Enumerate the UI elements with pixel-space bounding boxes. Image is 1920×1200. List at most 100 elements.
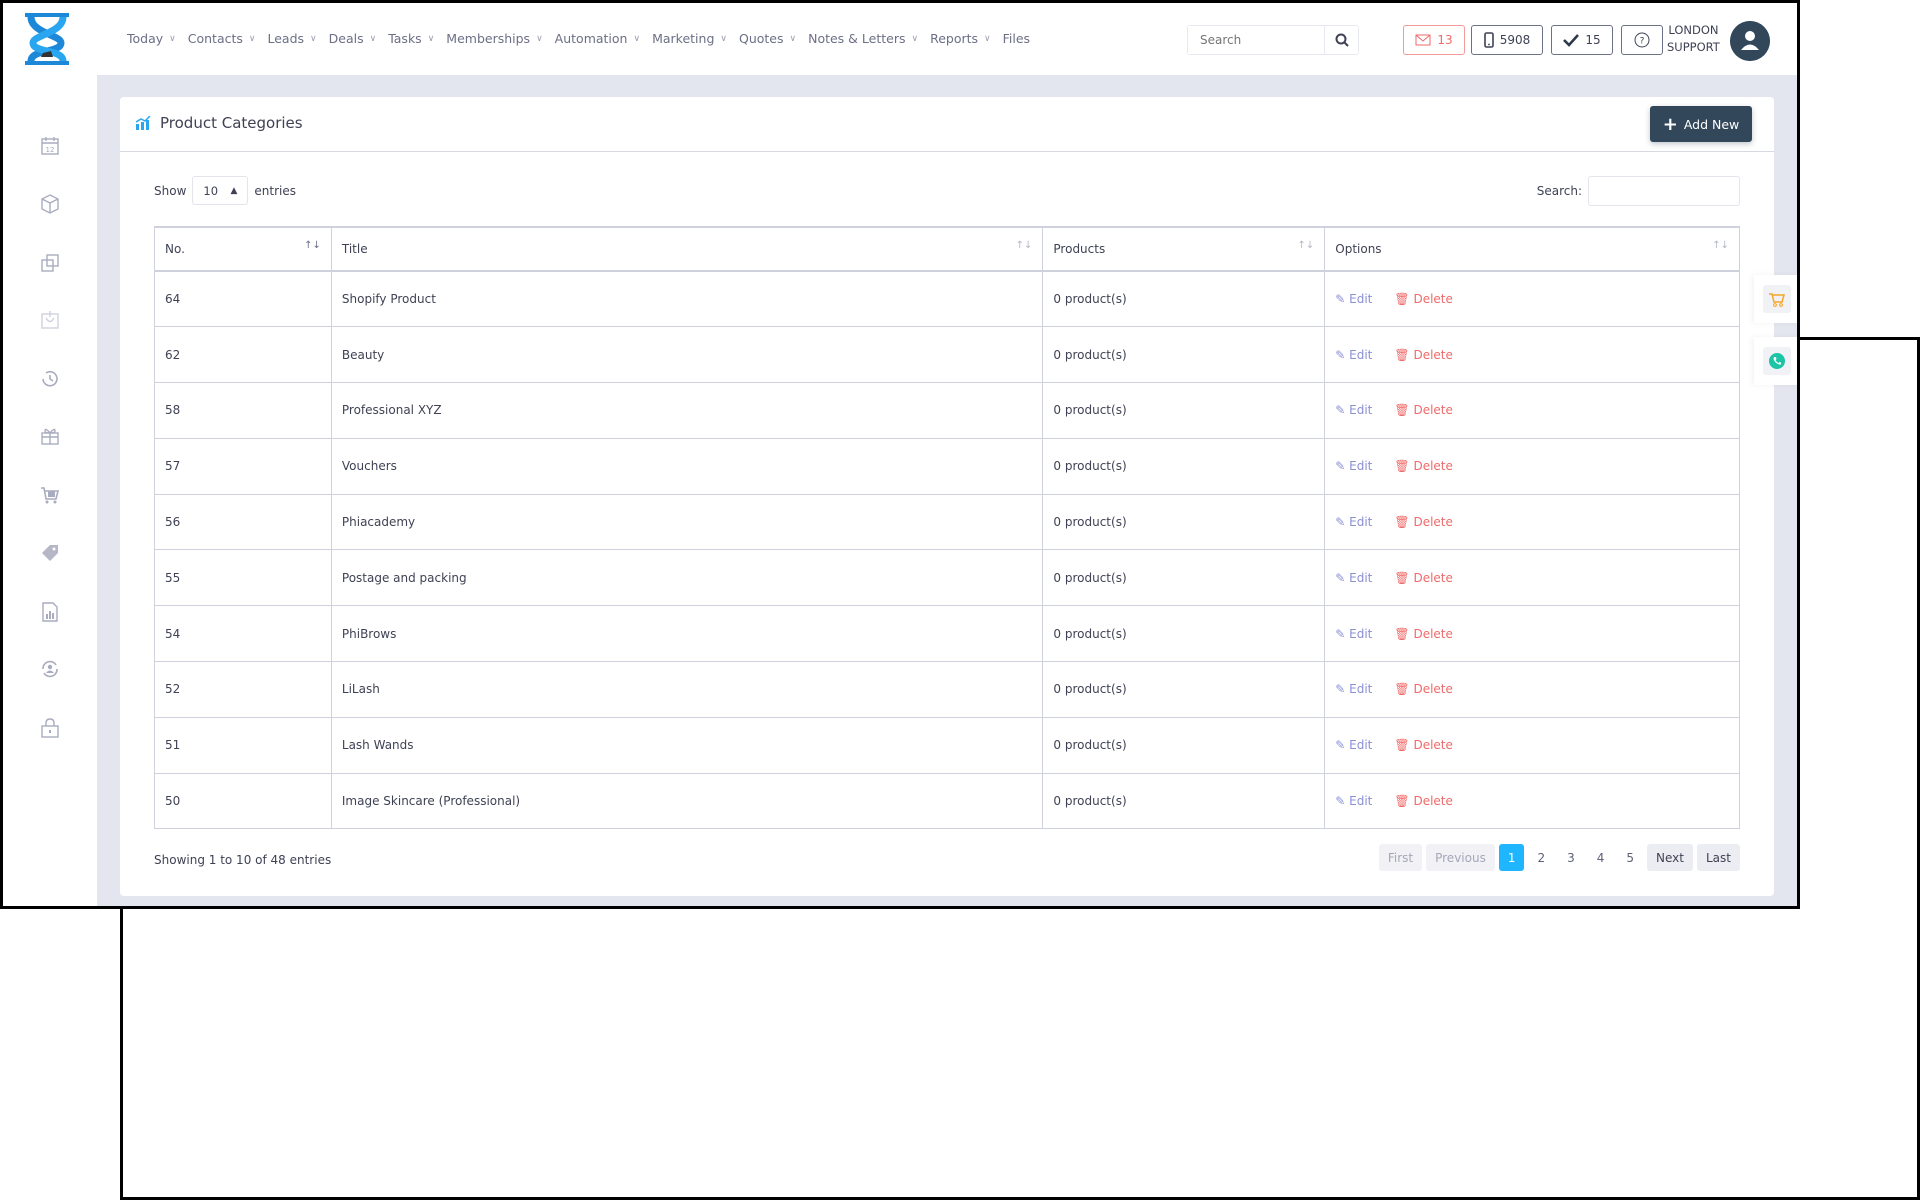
cell-products: 0 product(s) bbox=[1042, 326, 1326, 384]
nav-item-deals[interactable]: Deals ∨ bbox=[329, 31, 377, 46]
gift-icon bbox=[41, 428, 59, 445]
user-name[interactable]: LONDON SUPPORT bbox=[1667, 22, 1720, 56]
nav-item-leads[interactable]: Leads ∨ bbox=[268, 31, 317, 46]
whatsapp-float-button[interactable] bbox=[1754, 337, 1797, 385]
nav-item-tasks[interactable]: Tasks ∨ bbox=[388, 31, 434, 46]
edit-link[interactable]: ✎ Edit bbox=[1335, 348, 1372, 362]
cell-no: 52 bbox=[154, 661, 332, 718]
sort-icon[interactable]: ↑↓ bbox=[1297, 240, 1315, 251]
cell-products: 0 product(s) bbox=[1042, 661, 1326, 718]
chevron-down-icon: ∨ bbox=[369, 33, 377, 44]
edit-link[interactable]: ✎ Edit bbox=[1335, 292, 1372, 306]
edit-link[interactable]: ✎ Edit bbox=[1335, 738, 1372, 752]
sidebar-item-history[interactable] bbox=[39, 368, 61, 390]
nav-item-contacts[interactable]: Contacts ∨ bbox=[188, 31, 256, 46]
sort-icon[interactable]: ↑↓ bbox=[1712, 240, 1729, 251]
edit-link[interactable]: ✎ Edit bbox=[1335, 794, 1372, 808]
page-size-value: 10 bbox=[203, 183, 219, 198]
column-header-products[interactable]: Products ↑↓ bbox=[1042, 226, 1326, 272]
first-page-button[interactable]: First bbox=[1378, 844, 1423, 871]
delete-link[interactable]: 🗑 Delete bbox=[1394, 292, 1453, 306]
phone-button[interactable]: 5908 bbox=[1471, 25, 1543, 55]
sidebar-item-box[interactable] bbox=[39, 193, 61, 215]
nav-item-memberships[interactable]: Memberships ∨ bbox=[446, 31, 542, 46]
delete-link[interactable]: 🗑 Delete bbox=[1394, 571, 1453, 585]
phone-call-icon bbox=[1769, 353, 1785, 369]
chevron-down-icon: ∨ bbox=[789, 33, 797, 44]
edit-link[interactable]: ✎ Edit bbox=[1335, 403, 1372, 417]
chevron-down-icon: ∨ bbox=[248, 33, 256, 44]
header-search-input[interactable] bbox=[1188, 26, 1324, 54]
header-search[interactable] bbox=[1187, 25, 1359, 55]
cell-options: ✎ Edit 🗑 Delete bbox=[1324, 549, 1740, 607]
page-5-button[interactable]: 5 bbox=[1626, 850, 1635, 865]
table-row: 55 Postage and packing 0 product(s) ✎ Edit 🗑… bbox=[154, 549, 1740, 607]
edit-link[interactable]: ✎ Edit bbox=[1335, 515, 1372, 529]
delete-link[interactable]: 🗑 Delete bbox=[1394, 403, 1453, 417]
page-size-select[interactable]: 10 ▲ bbox=[192, 176, 249, 205]
nav-item-marketing[interactable]: Marketing ∨ bbox=[652, 31, 727, 46]
delete-link[interactable]: 🗑 Delete bbox=[1394, 627, 1453, 641]
page-2-button[interactable]: 2 bbox=[1537, 850, 1546, 865]
add-new-button[interactable]: + Add New bbox=[1650, 106, 1752, 142]
page-1-button[interactable]: 1 bbox=[1498, 844, 1525, 871]
avatar[interactable] bbox=[1730, 21, 1770, 61]
sort-icon[interactable]: ↑↓ bbox=[1015, 240, 1033, 251]
column-label: Title bbox=[341, 242, 368, 256]
table-row: 58 Professional XYZ 0 product(s) ✎ Edit 🗑 De… bbox=[154, 382, 1740, 439]
sidebar-item-user-sync[interactable] bbox=[39, 658, 61, 680]
cell-title: Professional XYZ bbox=[330, 382, 1044, 439]
nav-item-files[interactable]: Files bbox=[1003, 31, 1030, 46]
top-bar: Today ∨ Contacts ∨ Leads ∨ Deals ∨ Tasks ∨ Members… bbox=[3, 3, 1797, 75]
delete-link[interactable]: 🗑 Delete bbox=[1394, 459, 1453, 473]
sidebar-item-report[interactable] bbox=[39, 601, 61, 623]
delete-link[interactable]: 🗑 Delete bbox=[1394, 515, 1453, 529]
delete-link[interactable]: 🗑 Delete bbox=[1394, 348, 1453, 362]
nav-item-notes-letters[interactable]: Notes & Letters ∨ bbox=[808, 31, 918, 46]
last-page-button[interactable]: Last bbox=[1697, 844, 1740, 871]
mail-button[interactable]: 13 bbox=[1403, 25, 1465, 55]
sort-icon[interactable]: ↑↓ bbox=[304, 240, 321, 251]
edit-link[interactable]: ✎ Edit bbox=[1335, 682, 1372, 696]
sidebar-item-gift[interactable] bbox=[39, 425, 61, 447]
nav-label: Leads bbox=[267, 31, 305, 46]
cart-float-button[interactable] bbox=[1754, 275, 1797, 323]
chevron-down-icon: ∨ bbox=[427, 33, 435, 44]
cell-products: 0 product(s) bbox=[1042, 437, 1326, 495]
previous-page-button[interactable]: Previous bbox=[1426, 844, 1495, 871]
cell-title: Vouchers bbox=[330, 437, 1044, 495]
edit-label: Edit bbox=[1349, 459, 1373, 474]
table-row: 50 Image Skincare (Professional) 0 product… bbox=[154, 772, 1740, 830]
next-page-button[interactable]: Next bbox=[1647, 844, 1693, 871]
column-header-no[interactable]: No. ↑↓ bbox=[154, 226, 332, 272]
delete-label: Delete bbox=[1413, 570, 1453, 585]
page-4-button[interactable]: 4 bbox=[1596, 850, 1605, 865]
cart-icon bbox=[1769, 293, 1785, 307]
sidebar-item-lock[interactable] bbox=[39, 717, 61, 739]
help-button[interactable]: ? bbox=[1621, 25, 1663, 55]
nav-item-automation[interactable]: Automation ∨ bbox=[555, 31, 640, 46]
delete-link[interactable]: 🗑 Delete bbox=[1394, 738, 1453, 752]
sidebar-item-tag[interactable] bbox=[39, 542, 61, 564]
tasks-button[interactable]: 15 bbox=[1551, 25, 1613, 55]
trash-icon: 🗑 bbox=[1394, 794, 1410, 809]
edit-link[interactable]: ✎ Edit bbox=[1335, 627, 1372, 641]
edit-link[interactable]: ✎ Edit bbox=[1335, 571, 1372, 585]
delete-link[interactable]: 🗑 Delete bbox=[1394, 794, 1453, 808]
report-icon bbox=[42, 602, 58, 622]
sidebar-item-layers[interactable] bbox=[39, 252, 61, 274]
sidebar-item-cart[interactable] bbox=[39, 484, 61, 506]
column-header-title[interactable]: Title ↑↓ bbox=[330, 226, 1044, 272]
delete-link[interactable]: 🗑 Delete bbox=[1394, 682, 1453, 696]
table-search-input[interactable] bbox=[1588, 176, 1740, 206]
sidebar-item-calendar[interactable]: 12 bbox=[39, 135, 61, 157]
column-header-options[interactable]: Options ↑↓ bbox=[1324, 226, 1740, 272]
nav-item-today[interactable]: Today ∨ bbox=[127, 31, 176, 46]
nav-item-reports[interactable]: Reports ∨ bbox=[930, 31, 991, 46]
search-icon[interactable] bbox=[1324, 26, 1358, 54]
check-icon bbox=[1563, 34, 1580, 47]
nav-item-quotes[interactable]: Quotes ∨ bbox=[739, 31, 796, 46]
page-3-button[interactable]: 3 bbox=[1567, 850, 1575, 865]
sidebar-item-basket[interactable] bbox=[39, 309, 61, 331]
edit-link[interactable]: ✎ Edit bbox=[1335, 459, 1372, 473]
